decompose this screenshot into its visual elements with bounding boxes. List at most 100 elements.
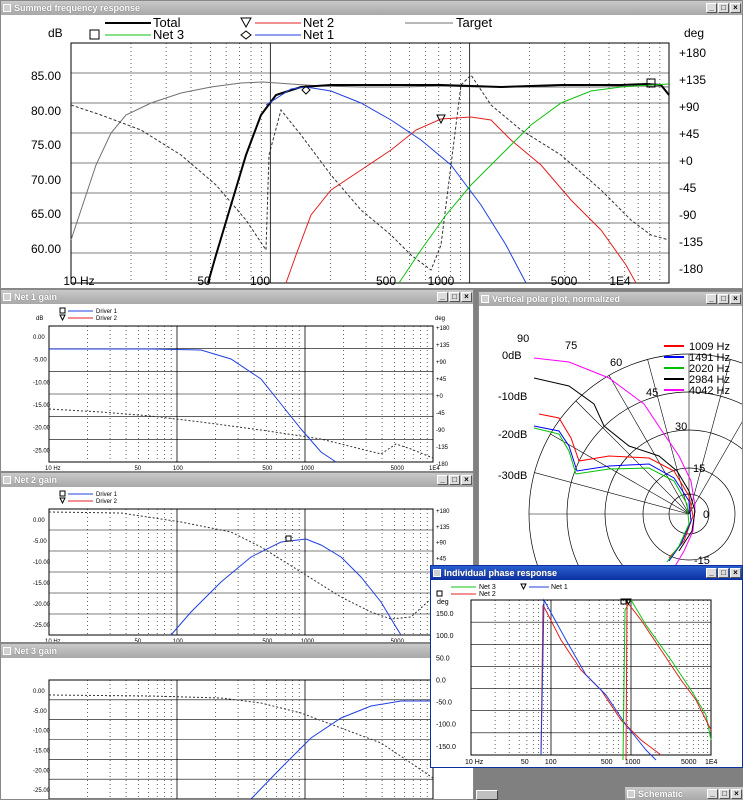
square-marker-icon xyxy=(436,590,443,597)
window-app-icon xyxy=(3,647,11,655)
maximize-button[interactable]: □ xyxy=(719,788,730,799)
title-bar[interactable]: Individual phase response _ □ × xyxy=(431,566,742,580)
schematic-window-minimized[interactable]: Schematic _ □ × xyxy=(625,787,743,800)
x-tick: 100 xyxy=(545,759,557,766)
window-title: Vertical polar plot, normalized xyxy=(492,294,621,304)
triangle-marker-icon xyxy=(59,314,66,322)
y-tick: -25.00 xyxy=(33,623,51,629)
y-axis-unit: deg xyxy=(437,599,449,606)
y-axis-unit: dB xyxy=(48,26,63,40)
close-button[interactable]: × xyxy=(461,475,472,485)
x-tick: 1E4 xyxy=(609,274,631,288)
y-tick: -10.00 xyxy=(33,380,51,386)
window-title: Net 3 gain xyxy=(14,646,58,656)
x-tick: 5000 xyxy=(391,466,405,471)
y2-tick: +0 xyxy=(679,154,693,168)
x-tick: 50 xyxy=(134,639,141,642)
minimized-window-button[interactable] xyxy=(476,790,498,800)
title-bar[interactable]: Summed frequency response _ □ × xyxy=(1,1,742,15)
minimize-button[interactable]: _ xyxy=(706,294,717,304)
y2-tick: -180 xyxy=(436,462,449,468)
y-tick: 0.00 xyxy=(33,335,45,341)
angle-label: 90 xyxy=(517,333,529,345)
summed-response-window[interactable]: Summed frequency response _ □ × Total Ne… xyxy=(0,0,743,289)
close-button[interactable]: × xyxy=(730,3,741,13)
y-tick: -10.00 xyxy=(33,560,51,566)
legend-net2: Net 2 xyxy=(303,15,334,30)
y-tick: -20.00 xyxy=(33,768,51,774)
net1-gain-chart: Driver 1 Driver 2 dB deg 0.00 -5.00 -10.00… xyxy=(33,307,450,471)
close-button[interactable]: × xyxy=(730,294,741,304)
minimize-button[interactable]: _ xyxy=(707,788,718,799)
x-tick: 10 Hz xyxy=(45,466,61,471)
phase-response-window[interactable]: Individual phase response _ □ × deg Net … xyxy=(430,565,743,768)
angle-label: 30 xyxy=(675,421,687,433)
y-tick: -20.00 xyxy=(33,602,51,608)
maximize-button[interactable]: □ xyxy=(449,475,460,485)
title-bar[interactable]: Net 1 gain _ □ × xyxy=(1,290,473,304)
y2-tick: -45 xyxy=(436,411,445,417)
angle-label: 0 xyxy=(703,509,709,521)
y-axis-unit: dB xyxy=(36,316,43,322)
x-tick: 50 xyxy=(521,759,529,766)
window-app-icon xyxy=(433,569,441,577)
title-bar[interactable]: Net 2 gain _ □ × xyxy=(1,473,473,487)
minimize-button[interactable]: _ xyxy=(706,3,717,13)
r-label: -10dB xyxy=(498,391,527,403)
y-tick: 0.00 xyxy=(33,518,45,524)
close-button[interactable]: × xyxy=(730,568,741,578)
net2-gain-window[interactable]: Net 2 gain _ □ × Driver 1 Driver 2 0.00 -… xyxy=(0,472,474,643)
y-tick: 60.00 xyxy=(31,242,61,256)
title-bar[interactable]: Net 3 gain _ □ × xyxy=(1,644,473,658)
y2-tick: +90 xyxy=(436,360,447,366)
minimize-button[interactable]: _ xyxy=(706,568,717,578)
y2-tick: +180 xyxy=(436,326,450,332)
y-tick: -25.00 xyxy=(33,448,51,454)
angle-label: 75 xyxy=(565,340,577,352)
x-tick: 50 xyxy=(197,274,211,288)
y-tick: 80.00 xyxy=(31,104,61,118)
angle-label: 45 xyxy=(646,387,658,399)
y2-tick: +180 xyxy=(436,509,450,515)
y2-tick: +45 xyxy=(436,556,447,562)
net2-gain-chart: Driver 1 Driver 2 0.00 -5.00 -10.00 -15.00 -… xyxy=(33,490,450,642)
title-bar[interactable]: Vertical polar plot, normalized _ □ × xyxy=(479,292,742,306)
legend-driver2: Driver 2 xyxy=(96,499,118,505)
window-title: Summed frequency response xyxy=(14,3,141,13)
close-button[interactable]: × xyxy=(461,292,472,302)
minimize-button[interactable]: _ xyxy=(437,292,448,302)
polar-plot-window[interactable]: Vertical polar plot, normalized _ □ × 0d… xyxy=(478,291,743,571)
y2-tick: +0 xyxy=(436,394,444,400)
x-tick: 1000 xyxy=(301,639,315,642)
maximize-button[interactable]: □ xyxy=(718,3,729,13)
angle-label: 60 xyxy=(610,357,622,369)
x-tick: 500 xyxy=(376,274,396,288)
legend: Total Net 2 Target Net 3 Net 1 xyxy=(89,15,493,42)
window-app-icon xyxy=(627,789,635,798)
y-tick: -15.00 xyxy=(33,403,51,409)
x-tick: 1E4 xyxy=(705,759,718,766)
maximize-button[interactable]: □ xyxy=(449,292,460,302)
window-title: Individual phase response xyxy=(444,568,558,578)
minimize-button[interactable]: _ xyxy=(437,475,448,485)
net1-gain-window[interactable]: Net 1 gain _ □ × Driver 1 Driver 2 dB de… xyxy=(0,289,474,472)
y2-tick: +45 xyxy=(436,377,447,383)
y2-tick: -180 xyxy=(679,262,703,276)
y-tick: -100.0 xyxy=(436,722,456,729)
x-tick: 1000 xyxy=(428,274,455,288)
y-tick: 75.00 xyxy=(31,138,61,152)
close-button[interactable]: × xyxy=(731,788,742,799)
x-tick: 10 Hz xyxy=(63,274,94,288)
window-app-icon xyxy=(3,4,11,12)
y2-tick: +45 xyxy=(679,127,700,141)
title-bar[interactable]: Schematic _ □ × xyxy=(625,787,743,800)
polar-chart: 0dB -10dB -20dB -30dB 90 75 60 45 30 15 … xyxy=(498,333,742,570)
y2-axis-unit: deg xyxy=(435,316,445,322)
net3-gain-window[interactable]: Net 3 gain _ □ × 0.00 -5.00 -10.00 -15.00 -2… xyxy=(0,643,474,800)
maximize-button[interactable]: □ xyxy=(718,568,729,578)
legend-label: 2984 Hz xyxy=(689,374,730,386)
y-tick: -15.00 xyxy=(33,749,51,755)
window-app-icon xyxy=(3,476,11,484)
legend-label: 2020 Hz xyxy=(689,363,730,375)
maximize-button[interactable]: □ xyxy=(718,294,729,304)
